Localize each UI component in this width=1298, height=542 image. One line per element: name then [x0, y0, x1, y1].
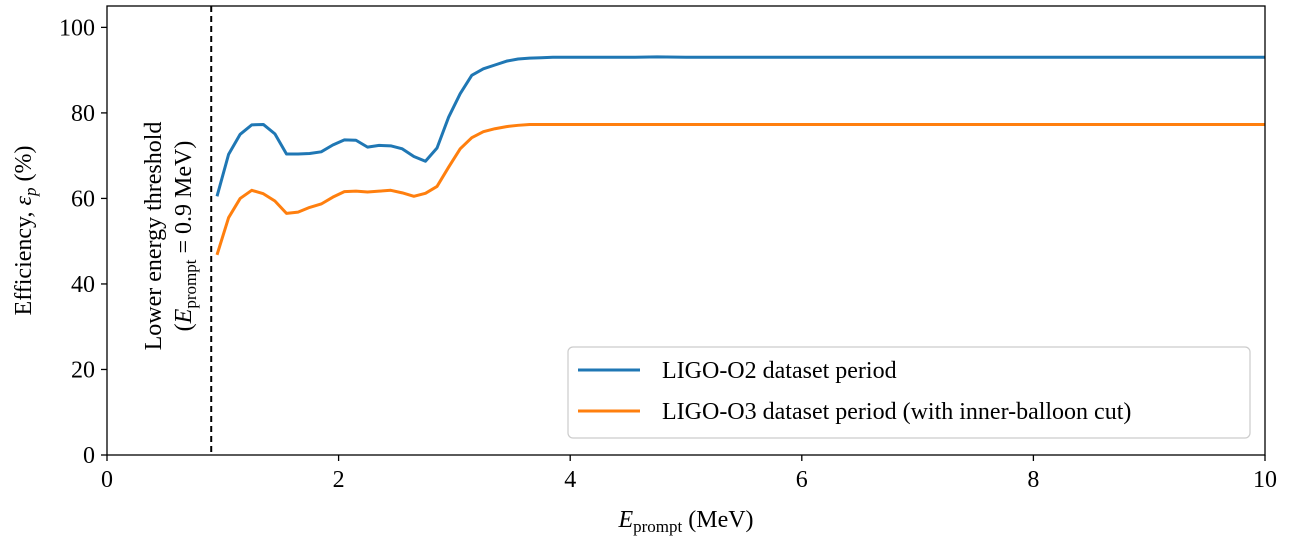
y-axis-label-text: Efficiency, — [11, 206, 37, 316]
series-line-0 — [215, 55, 1265, 197]
y-tick-label: 80 — [71, 101, 95, 127]
x-tick-label: 0 — [101, 467, 113, 493]
x-tick-label: 4 — [564, 467, 576, 493]
x-tick-label: 6 — [796, 467, 808, 493]
x-axis-ticks: 0 2 4 6 8 10 — [101, 455, 1277, 493]
series-line-1 — [215, 122, 1265, 256]
y-axis-ticks: 0 20 40 60 80 100 — [59, 15, 107, 469]
y-tick-label: 60 — [71, 186, 95, 212]
y-axis-label-unit: (%) — [11, 146, 37, 188]
legend: LIGO-O2 dataset period LIGO-O3 dataset p… — [567, 346, 1251, 439]
threshold-annotation-line1: Lower energy threshold — [141, 122, 167, 351]
threshold-annotation-open: ( — [171, 323, 197, 331]
x-tick-label: 10 — [1253, 467, 1277, 493]
y-tick-label: 40 — [71, 272, 95, 298]
y-axis-label: Efficiency, εp (%) — [11, 146, 40, 316]
threshold-annotation-line2: (Eprompt = 0.9 MeV) — [171, 141, 200, 332]
x-tick-label: 8 — [1027, 467, 1039, 493]
threshold-annotation-rest: = 0.9 MeV) — [171, 141, 197, 260]
y-axis-label-symbol: ε — [11, 196, 37, 206]
plot-frame — [106, 5, 1266, 456]
threshold-annotation-symbol: E — [171, 308, 197, 324]
x-tick-label: 2 — [333, 467, 345, 493]
threshold-annotation-subscript: prompt — [181, 259, 200, 308]
legend-label-o3: LIGO-O3 dataset period (with inner-ballo… — [662, 399, 1131, 425]
y-axis-label-subscript: p — [21, 188, 40, 198]
x-axis-label-symbol: E — [617, 507, 633, 533]
y-tick-label: 100 — [59, 15, 95, 41]
x-axis-label: Eprompt (MeV) — [617, 507, 753, 536]
series-layer — [215, 55, 1265, 256]
threshold-annotation: Lower energy threshold (Eprompt = 0.9 Me… — [141, 122, 200, 351]
y-tick-label: 0 — [83, 443, 95, 469]
x-axis-label-unit: (MeV) — [682, 507, 753, 533]
y-tick-label: 20 — [71, 357, 95, 383]
legend-label-o2: LIGO-O2 dataset period — [662, 358, 897, 384]
x-axis-label-subscript: prompt — [633, 517, 682, 536]
legend-box — [567, 346, 1251, 439]
